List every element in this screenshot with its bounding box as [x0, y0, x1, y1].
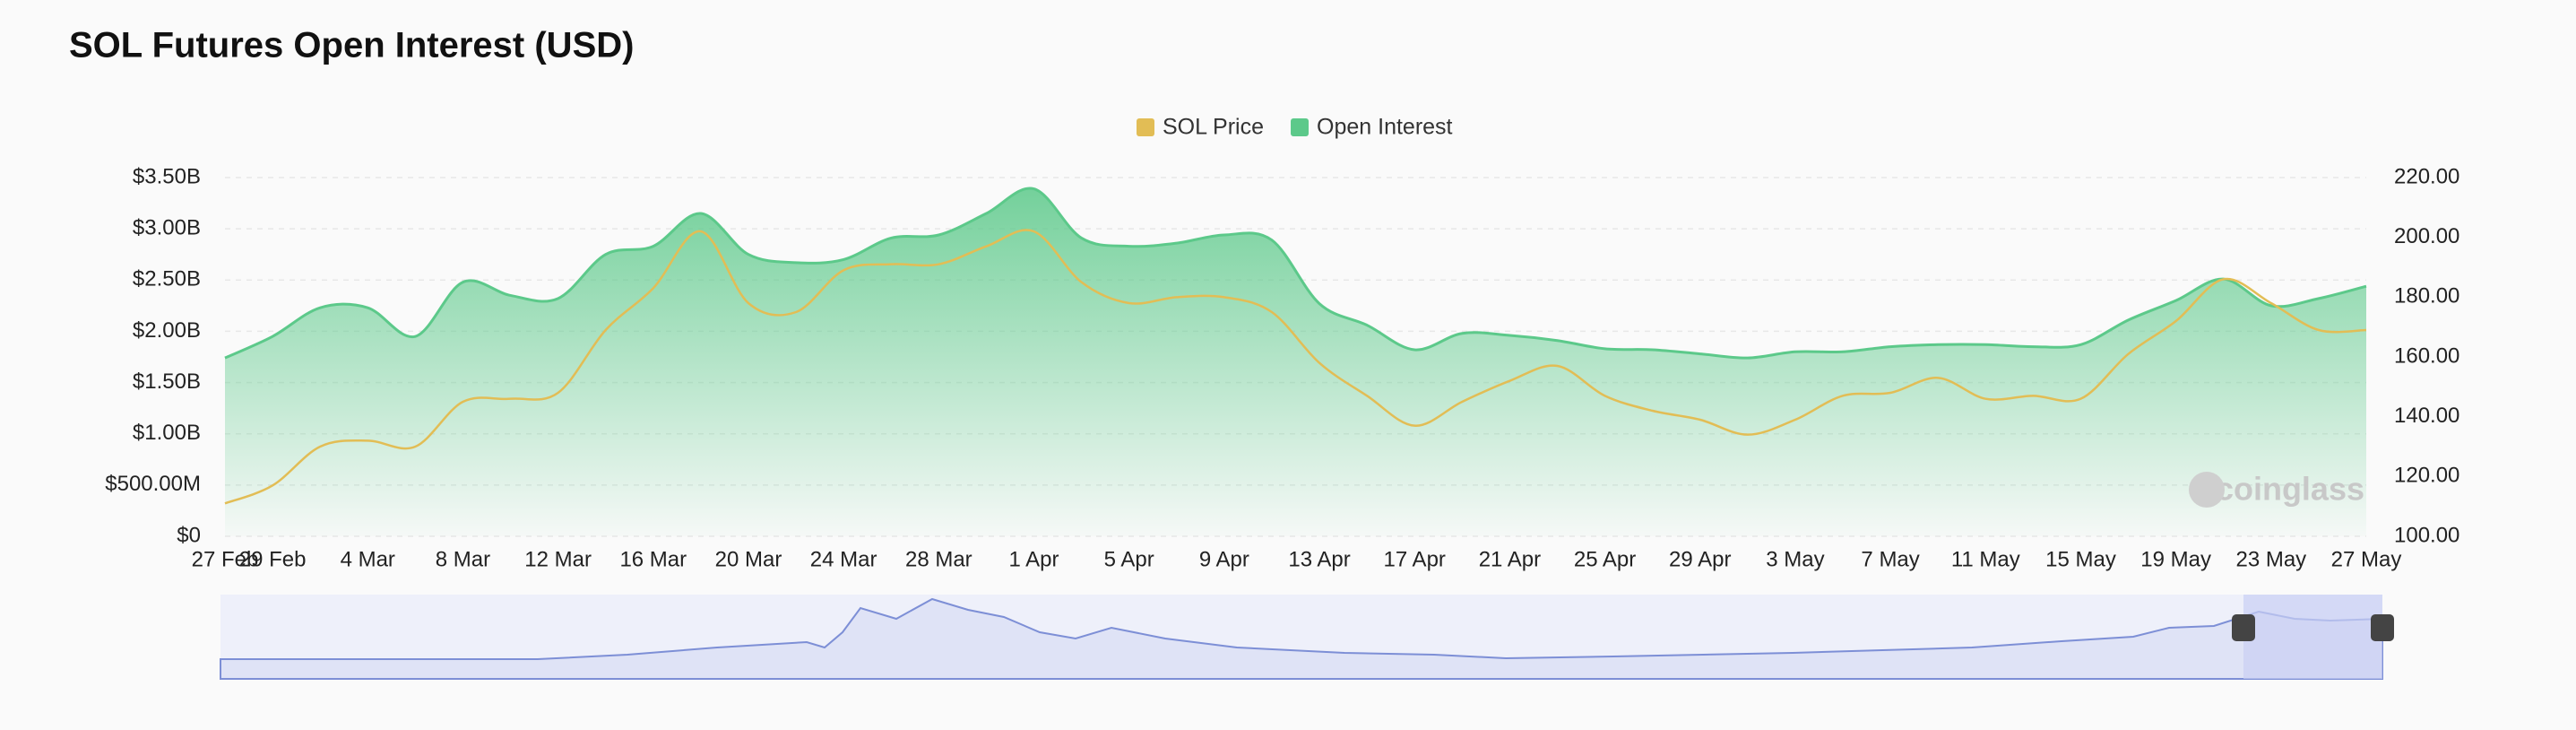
- x-tick-label: 19 May: [2140, 547, 2211, 571]
- watermark: coinglass: [2216, 471, 2364, 508]
- y2-tick-label: 100.00: [2394, 523, 2459, 547]
- y2-tick-label: 180.00: [2394, 284, 2459, 309]
- x-tick-label: 21 Apr: [1479, 547, 1541, 571]
- x-tick-label: 29 Feb: [239, 547, 307, 571]
- area: [225, 187, 2366, 536]
- y2-tick-label: 140.00: [2394, 404, 2459, 428]
- legend-label: SOL Price: [1163, 115, 1264, 140]
- y-tick-label: $2.50B: [133, 267, 201, 291]
- x-tick-label: 8 Mar: [436, 547, 490, 571]
- x-tick-label: 11 May: [1951, 547, 2020, 571]
- line: [224, 229, 2367, 505]
- navigator-range[interactable]: [2243, 595, 2382, 679]
- y2-tick-label: 160.00: [2394, 343, 2459, 368]
- x-tick-label: 12 Mar: [524, 547, 592, 571]
- y-tick-label: $1.50B: [133, 369, 201, 394]
- legend-label: Open Interest: [1317, 115, 1453, 140]
- x-tick-label: 7 May: [1861, 547, 1919, 571]
- x-tick-label: 4 Mar: [341, 547, 395, 571]
- x-tick-label: 3 May: [1766, 547, 1824, 571]
- x-tick-label: 20 Mar: [715, 547, 782, 571]
- line: [224, 187, 2367, 360]
- chart-title: SOL Futures Open Interest (USD): [69, 26, 634, 65]
- y-tick-label: $2.00B: [133, 318, 201, 343]
- x-tick-label: 16 Mar: [619, 547, 687, 571]
- x-tick-label: 1 Apr: [1008, 547, 1059, 571]
- y-tick-label: $500.00M: [105, 472, 201, 496]
- x-tick-label: 13 Apr: [1288, 547, 1350, 571]
- x-tick-label: 29 Apr: [1669, 547, 1731, 571]
- navigator-handle[interactable]: [2371, 614, 2394, 641]
- x-tick-label: 17 Apr: [1384, 547, 1446, 571]
- y2-tick-label: 120.00: [2394, 464, 2459, 488]
- legend-swatch: [1291, 118, 1310, 136]
- watermark-logo: [2189, 472, 2225, 508]
- y-tick-label: $1.00B: [133, 421, 201, 445]
- y-tick-label: $3.50B: [133, 164, 201, 188]
- x-tick-label: 25 Apr: [1574, 547, 1636, 571]
- x-tick-label: 23 May: [2235, 547, 2306, 571]
- y2-tick-label: 220.00: [2394, 164, 2459, 188]
- legend: SOL Price Open Interest: [1137, 115, 1453, 140]
- x-tick-label: 28 Mar: [905, 547, 972, 571]
- legend-swatch: [1137, 118, 1154, 136]
- x-tick-label: 24 Mar: [810, 547, 877, 571]
- x-tick-label: 9 Apr: [1199, 547, 1249, 571]
- x-tick-label: 15 May: [2045, 547, 2116, 571]
- x-tick-label: 27 Feb: [192, 547, 259, 571]
- y2-tick-label: 200.00: [2394, 224, 2459, 248]
- y-tick-label: $0: [177, 523, 201, 547]
- navigator-handle[interactable]: [2232, 614, 2255, 641]
- x-tick-label: 27 May: [2331, 547, 2402, 571]
- y-tick-label: $3.00B: [133, 215, 201, 239]
- x-tick-label: 5 Apr: [1104, 547, 1154, 571]
- navigator: [220, 595, 2394, 680]
